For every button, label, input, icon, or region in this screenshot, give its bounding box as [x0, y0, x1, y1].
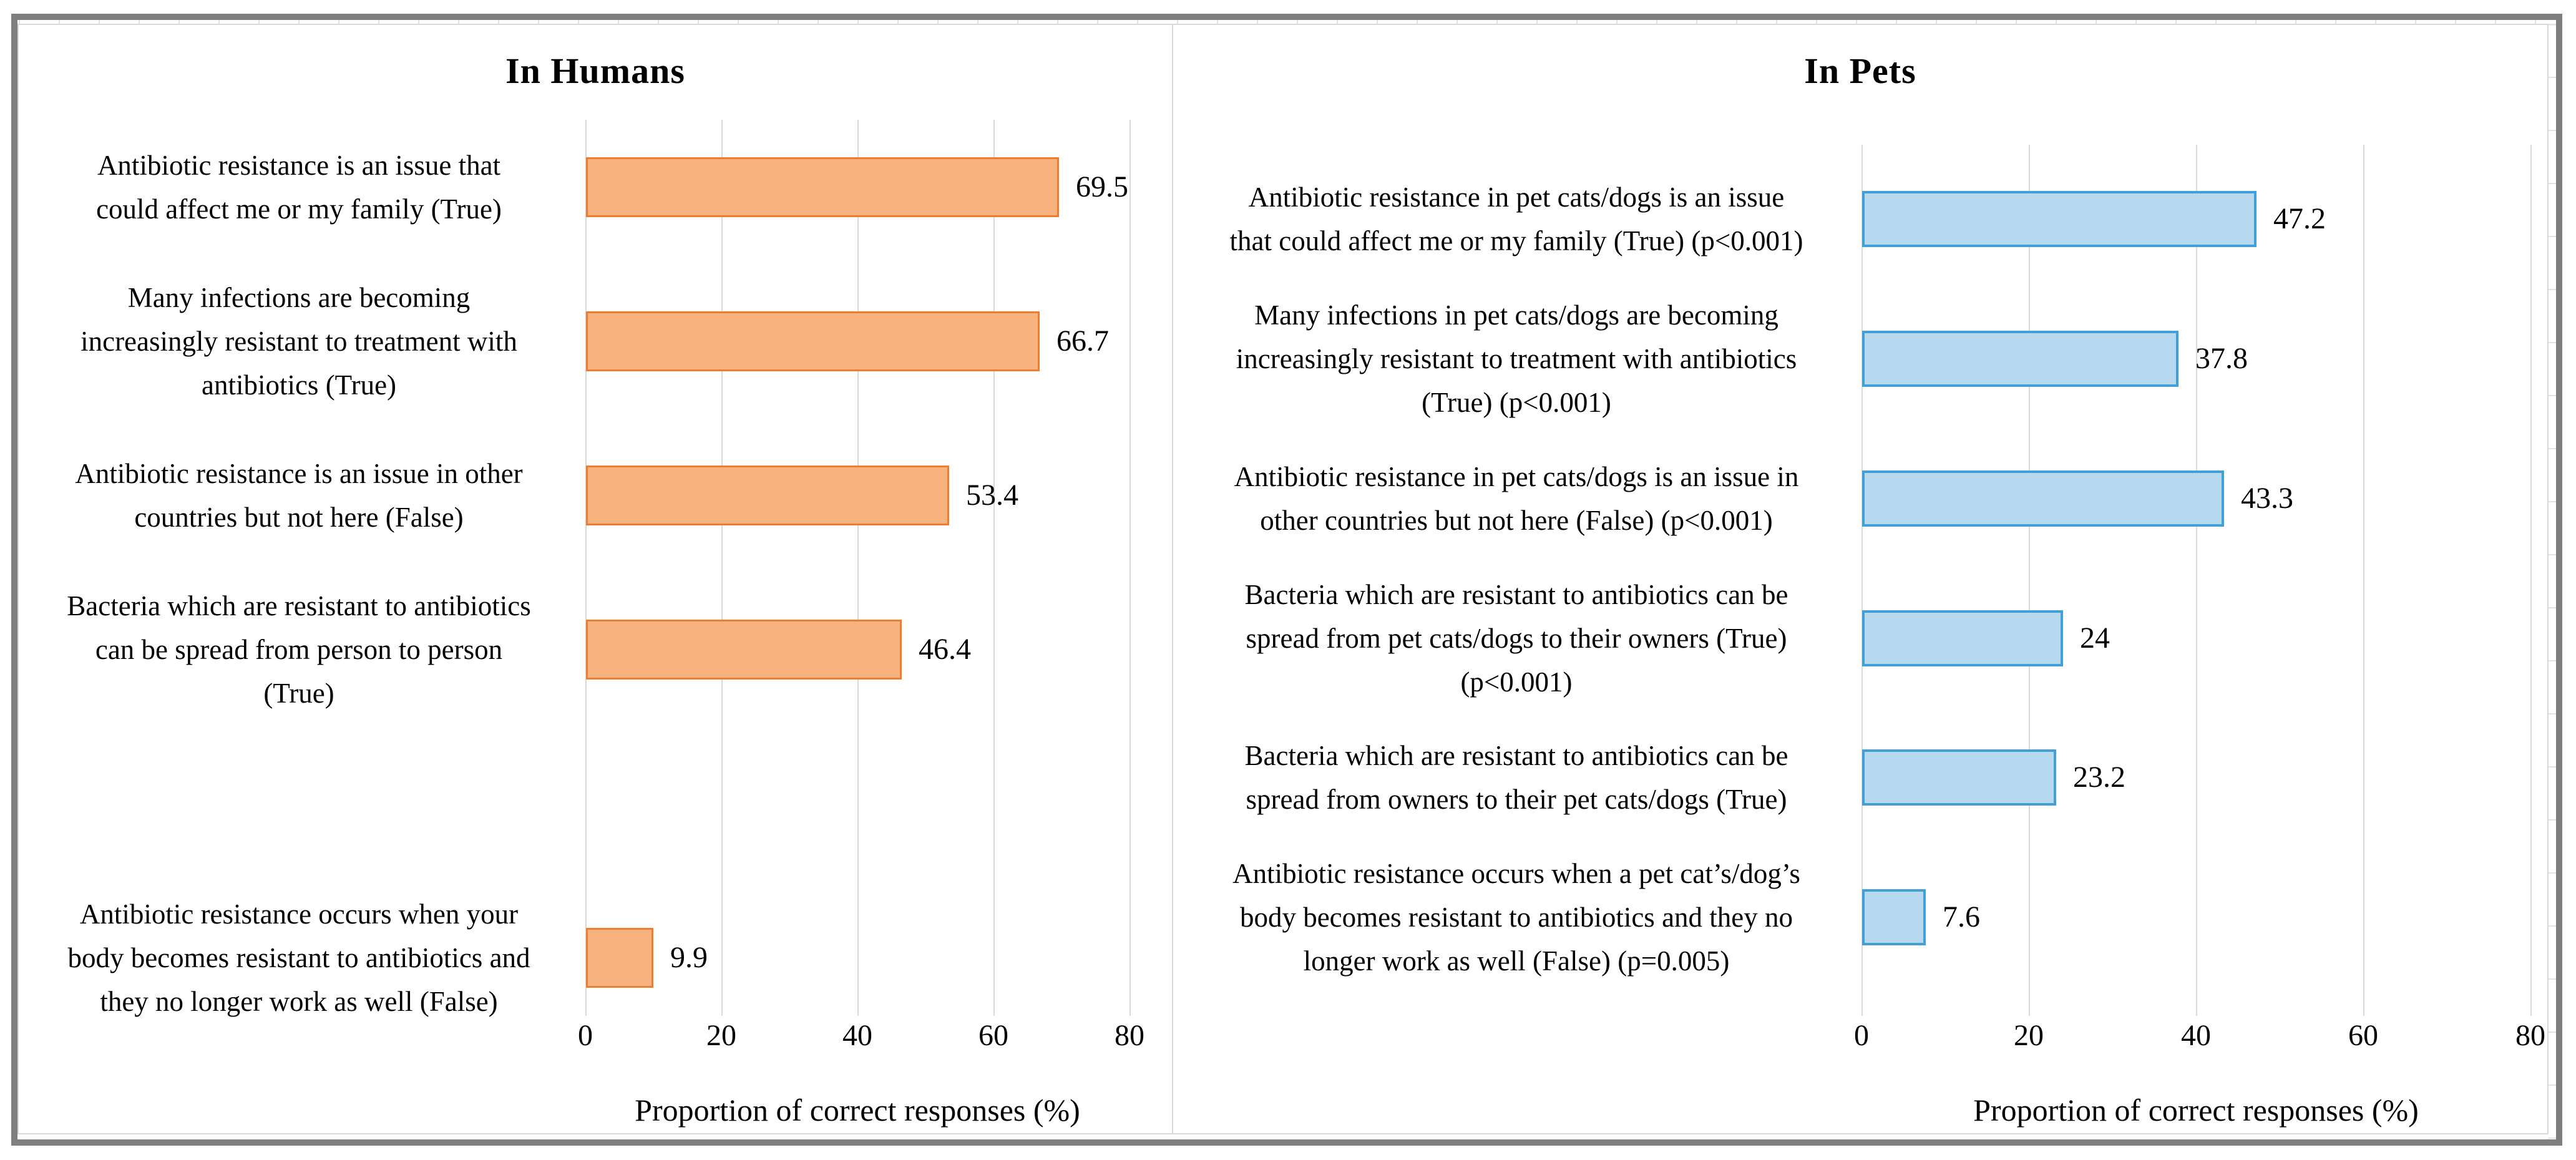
gridline	[585, 120, 587, 1016]
bar	[1862, 191, 2256, 247]
category-label: Bacteria which are resistant to antibiot…	[1244, 740, 1788, 815]
gridline	[2029, 145, 2030, 1016]
category-label: Antibiotic resistance is an issue that c…	[96, 150, 502, 225]
gridline	[2196, 145, 2197, 1016]
gridline	[721, 120, 723, 1016]
gridline	[857, 120, 859, 1016]
category-label: Antibiotic resistance occurs when a pet …	[1232, 858, 1800, 977]
x-axis-tick-label: 40	[2181, 1019, 2211, 1052]
bar	[586, 157, 1059, 217]
bar	[586, 311, 1040, 371]
bar-data-label: 7.6	[1943, 900, 1980, 933]
bar-data-label: 53.4	[966, 479, 1018, 512]
bar-data-label: 66.7	[1056, 324, 1109, 358]
bar	[586, 928, 653, 988]
x-axis-tick-label: 0	[578, 1019, 593, 1052]
category-label: Bacteria which are resistant to antibiot…	[1244, 579, 1788, 698]
x-axis-tick-label: 80	[1115, 1019, 1144, 1052]
bar-data-label: 47.2	[2273, 202, 2326, 235]
x-axis-tick-label: 60	[2348, 1019, 2378, 1052]
spreadsheet-row-gridlines	[2548, 24, 2556, 1139]
category-label: Antibiotic resistance in pet cats/dogs i…	[1229, 182, 1803, 256]
category-label: Antibiotic resistance is an issue in oth…	[75, 458, 523, 533]
bar	[1862, 889, 1926, 945]
bar	[1862, 610, 2063, 666]
bar-data-label: 24	[2080, 621, 2110, 655]
x-axis-tick-label: 0	[1854, 1019, 1869, 1052]
chart-title-pets: In Pets	[1804, 51, 1916, 91]
bar	[1862, 749, 2056, 806]
category-label: Antibiotic resistance occurs when your b…	[67, 899, 530, 1017]
x-axis-title-humans: Proportion of correct responses (%)	[635, 1093, 1080, 1128]
gridline	[2363, 145, 2364, 1016]
bar	[586, 465, 949, 525]
bar-data-label: 37.8	[2195, 342, 2248, 375]
bar	[1862, 470, 2224, 527]
bar	[1862, 331, 2178, 387]
chart-title-humans: In Humans	[505, 51, 685, 91]
x-axis-tick-label: 20	[2014, 1019, 2044, 1052]
category-label: Many infections are becoming increasingl…	[80, 282, 517, 401]
x-axis-tick-label: 80	[2515, 1019, 2545, 1052]
bar-data-label: 43.3	[2241, 482, 2293, 515]
chart-panel-pets	[1172, 24, 2549, 1134]
x-axis-tick-label: 40	[842, 1019, 872, 1052]
gridline	[1861, 145, 1863, 1016]
x-axis-title-pets: Proportion of correct responses (%)	[1973, 1093, 2419, 1128]
category-label: Many infections in pet cats/dogs are bec…	[1236, 300, 1797, 418]
bar-data-label: 23.2	[2073, 761, 2125, 794]
bar	[586, 620, 902, 680]
category-label: Bacteria which are resistant to antibiot…	[67, 590, 531, 709]
bar-data-label: 46.4	[919, 633, 971, 666]
x-axis-tick-label: 20	[706, 1019, 736, 1052]
category-label: Antibiotic resistance in pet cats/dogs i…	[1234, 461, 1799, 536]
x-axis-tick-label: 60	[978, 1019, 1008, 1052]
gridline	[2530, 145, 2532, 1016]
gridline	[1129, 120, 1131, 1016]
bar-data-label: 69.5	[1076, 170, 1128, 203]
bar-data-label: 9.9	[670, 941, 708, 974]
gridline	[993, 120, 995, 1016]
